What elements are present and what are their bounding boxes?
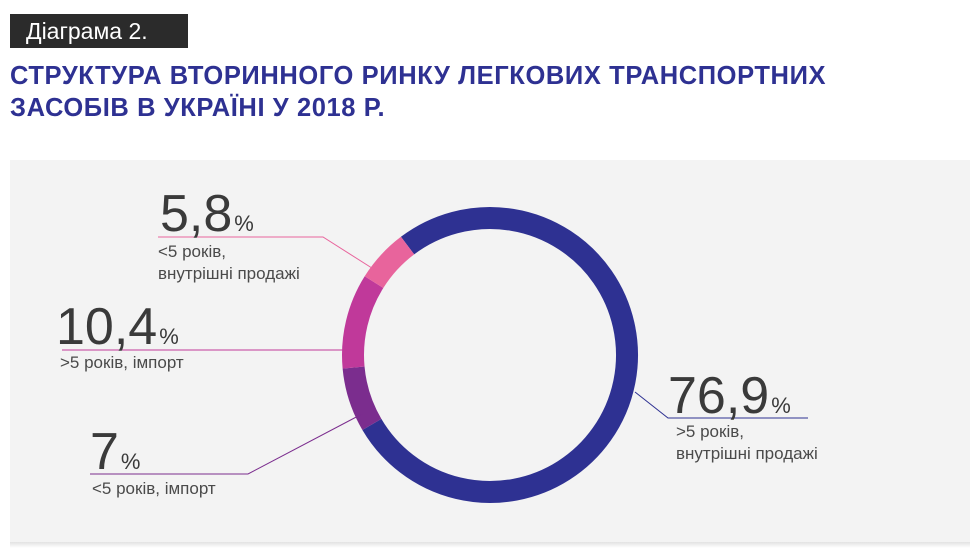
donut-slice-1 (362, 207, 638, 503)
category-label-slice-3: >5 років, імпорт (60, 353, 184, 372)
value-label-slice-1: 76,9% (668, 367, 791, 425)
donut-slice-3 (342, 276, 384, 369)
category-label-slice-4b: внутрішні продажі (158, 264, 300, 283)
donut-slice-2 (342, 366, 382, 430)
diagram-tag: Діаграма 2. (10, 14, 188, 48)
category-label-slice-1b: внутрішні продажі (676, 444, 818, 463)
donut-ring (342, 207, 638, 503)
value-label-slice-3: 10,4% (56, 298, 179, 356)
leader-line-slice-1 (634, 391, 808, 419)
panel-shadow (10, 542, 970, 548)
leader-line-slice-2 (90, 413, 363, 475)
chart-title-line-2: ЗАСОБІВ В УКРАЇНІ У 2018 Р. (10, 94, 386, 122)
category-label-slice-2: <5 років, імпорт (92, 479, 216, 498)
leader-line-slice-4 (158, 236, 376, 271)
donut-slice-4 (364, 236, 415, 289)
chart-title: СТРУКТУРА ВТОРИННОГО РИНКУ ЛЕГКОВИХ ТРАН… (10, 60, 970, 124)
chart-title-line-1: СТРУКТУРА ВТОРИННОГО РИНКУ ЛЕГКОВИХ ТРАН… (10, 62, 827, 90)
category-label-slice-4a: <5 років, (158, 242, 226, 261)
category-label-slice-1a: >5 років, (676, 422, 744, 441)
value-label-slice-2: 7% (90, 423, 140, 481)
value-label-slice-4: 5,8% (160, 185, 254, 243)
